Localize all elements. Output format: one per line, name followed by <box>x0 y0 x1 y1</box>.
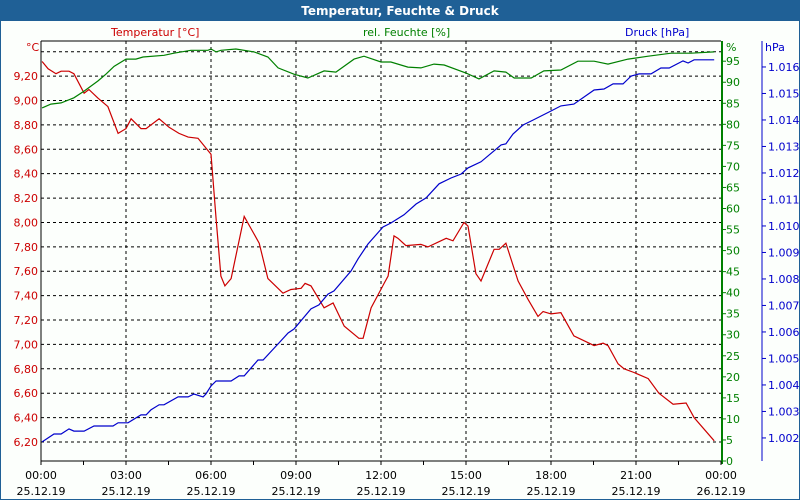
x-tick-label-time: 15:00 <box>450 469 482 482</box>
humidity-tick-label: 25 <box>726 350 740 363</box>
legend-temperature: Temperatur [°C] <box>110 26 199 39</box>
x-tick-label-time: 00:00 <box>705 469 737 482</box>
temperature-tick-label: 8,80 <box>14 119 39 132</box>
temperature-tick-label: 8,20 <box>14 192 39 205</box>
temperature-tick-label: 7,80 <box>14 241 39 254</box>
temperature-tick-label: 7,00 <box>14 338 39 351</box>
x-tick-label-date: 26.12.19 <box>697 485 746 498</box>
humidity-line <box>41 48 715 109</box>
humidity-tick-label: 20 <box>726 371 740 384</box>
temperature-tick-label: 9,00 <box>14 95 39 108</box>
pressure-tick-label: 1.012 <box>768 167 800 180</box>
humidity-tick-label: 60 <box>726 202 740 215</box>
x-tick-label-time: 12:00 <box>365 469 397 482</box>
pressure-tick-label: 1.009 <box>768 246 800 259</box>
humidity-tick-label: 50 <box>726 245 740 258</box>
x-tick-label-date: 25.12.19 <box>357 485 406 498</box>
pressure-tick-label: 1.016 <box>768 61 800 74</box>
x-tick-label-date: 25.12.19 <box>272 485 321 498</box>
temperature-tick-label: 7,40 <box>14 290 39 303</box>
x-tick-label-time: 00:00 <box>25 469 57 482</box>
pressure-tick-label: 1.011 <box>768 193 800 206</box>
temperature-tick-label: 8,40 <box>14 168 39 181</box>
x-tick-label-time: 21:00 <box>620 469 652 482</box>
humidity-tick-label: 35 <box>726 308 740 321</box>
humidity-tick-label: 5 <box>726 434 733 447</box>
humidity-tick-label: 55 <box>726 224 740 237</box>
temperature-tick-label: 6,80 <box>14 363 39 376</box>
temperature-tick-label: 6,20 <box>14 436 39 449</box>
x-tick-label-time: 18:00 <box>535 469 567 482</box>
temperature-tick-label: 6,60 <box>14 387 39 400</box>
pressure-tick-label: 1.015 <box>768 87 800 100</box>
humidity-tick-label: 85 <box>726 97 740 110</box>
x-tick-label-date: 25.12.19 <box>527 485 576 498</box>
humidity-tick-label: 15 <box>726 392 740 405</box>
pressure-tick-label: 1.004 <box>768 379 800 392</box>
humidity-tick-label: 95 <box>726 55 740 68</box>
pressure-tick-label: 1.007 <box>768 299 800 312</box>
temperature-tick-label: 7,20 <box>14 314 39 327</box>
humidity-tick-label: 40 <box>726 287 740 300</box>
pressure-tick-label: 1.014 <box>768 114 800 127</box>
humidity-tick-label: 90 <box>726 76 740 89</box>
temperature-tick-label: 8,60 <box>14 143 39 156</box>
humidity-tick-label: 80 <box>726 118 740 131</box>
pressure-tick-label: 1.003 <box>768 405 800 418</box>
pressure-tick-label: 1.013 <box>768 140 800 153</box>
x-tick-label-date: 25.12.19 <box>102 485 151 498</box>
x-tick-label-date: 25.12.19 <box>17 485 66 498</box>
pressure-tick-label: 1.006 <box>768 326 800 339</box>
temperature-line <box>41 61 715 442</box>
humidity-tick-label: 65 <box>726 181 740 194</box>
humidity-tick-label: 30 <box>726 329 740 342</box>
window-title: Temperatur, Feuchte & Druck <box>1 1 799 21</box>
pressure-tick-label: 1.008 <box>768 273 800 286</box>
humidity-tick-label: 45 <box>726 266 740 279</box>
x-tick-label-date: 25.12.19 <box>187 485 236 498</box>
temperature-tick-label: 9,20 <box>14 70 39 83</box>
legend-humidity: rel. Feuchte [%] <box>363 26 450 39</box>
x-tick-label-time: 03:00 <box>110 469 142 482</box>
legend-pressure: Druck [hPa] <box>625 26 689 39</box>
pressure-tick-label: 1.010 <box>768 220 800 233</box>
temperature-tick-label: 8,00 <box>14 216 39 229</box>
x-tick-label-date: 25.12.19 <box>442 485 491 498</box>
outer-axis-unit: hPa <box>765 41 785 54</box>
humidity-tick-label: 75 <box>726 139 740 152</box>
pressure-tick-label: 1.005 <box>768 352 800 365</box>
pressure-line <box>41 59 715 443</box>
x-tick-label-time: 06:00 <box>195 469 227 482</box>
humidity-tick-label: 70 <box>726 160 740 173</box>
right-axis-unit: % <box>726 41 736 54</box>
humidity-tick-label: 0 <box>726 455 733 468</box>
left-axis-unit: °C <box>26 41 40 54</box>
x-tick-label-date: 25.12.19 <box>612 485 661 498</box>
temperature-tick-label: 6,40 <box>14 412 39 425</box>
x-tick-label-time: 09:00 <box>280 469 312 482</box>
temperature-tick-label: 7,60 <box>14 265 39 278</box>
pressure-tick-label: 1.002 <box>768 432 800 445</box>
humidity-tick-label: 10 <box>726 413 740 426</box>
